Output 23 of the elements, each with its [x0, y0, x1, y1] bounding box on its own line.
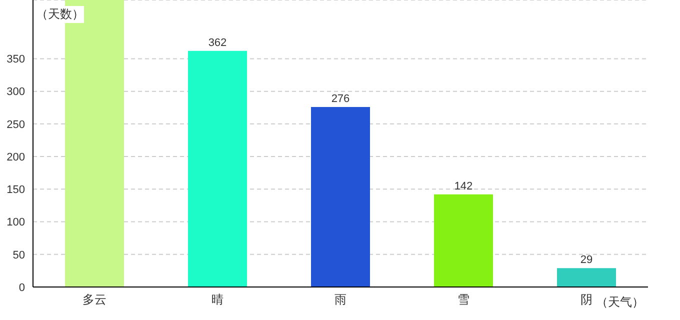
bar [434, 194, 493, 287]
y-axis-title: （天数） [36, 6, 84, 23]
data-label: 142 [454, 180, 473, 192]
x-tick-label: 雪 [458, 292, 470, 307]
x-tick-label: 晴 [212, 292, 224, 307]
y-tick-label: 150 [6, 184, 25, 196]
data-label: 362 [208, 36, 227, 49]
bar [188, 50, 247, 287]
x-axis-title: （天气） [596, 294, 644, 311]
y-tick-label: 200 [6, 151, 25, 164]
y-tick-label: 0 [18, 282, 25, 294]
data-label: 276 [331, 92, 350, 105]
x-tick-label: 多云 [82, 292, 106, 307]
y-tick-label: 250 [6, 118, 25, 131]
x-tick-label: 阴 [580, 292, 592, 307]
y-tick-label: 50 [12, 249, 25, 262]
bar [311, 106, 370, 287]
y-tick-label: 350 [6, 54, 25, 66]
data-label: 29 [580, 254, 593, 266]
x-tick-label: 雨 [334, 292, 346, 307]
y-tick-label: 300 [6, 86, 25, 98]
y-tick-label: 100 [6, 216, 25, 229]
bar [557, 268, 616, 287]
